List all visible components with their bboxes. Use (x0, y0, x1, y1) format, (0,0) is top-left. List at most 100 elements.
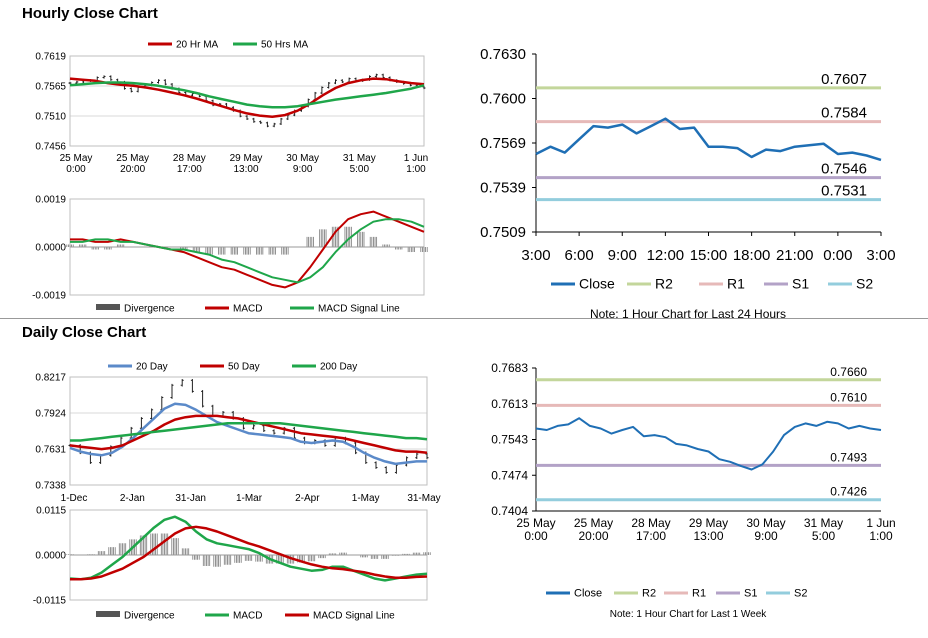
chart-note: Note: 1 Hour Chart for Last 24 Hours (590, 307, 786, 321)
x-tick-label: 28 May 17:00 (631, 516, 670, 543)
y-tick-label: 0.7619 (35, 51, 66, 62)
x-tick-label: 31-Jan (175, 493, 206, 504)
x-tick-label: 1-Mar (236, 493, 263, 504)
x-tick-label: 31 May 5:00 (804, 516, 843, 543)
y-tick-label: 0.7338 (35, 480, 66, 491)
macd-line (69, 515, 428, 582)
legend-label: Close (574, 588, 602, 600)
close-line (535, 117, 882, 162)
y-tick-label: 0.7456 (35, 141, 66, 152)
y-tick-label: 0.0000 (35, 242, 66, 253)
level-s1-label: 0.7546 (821, 161, 867, 178)
level-r2-label: 0.7607 (821, 71, 867, 88)
x-tick-label: 15:00 (690, 247, 728, 264)
x-tick-label: 9:00 (608, 247, 637, 264)
x-tick-label: 1 Jun 1:00 (866, 516, 895, 543)
x-tick-label-line: 28 May (173, 153, 206, 164)
legend-label: Close (579, 276, 615, 292)
x-tick-label: 25 May 20:00 (116, 153, 149, 175)
x-tick-label: 3:00 (866, 247, 895, 264)
x-tick-label-line: 1 Jun (404, 153, 428, 164)
x-tick-label: 30 May 9:00 (746, 516, 785, 543)
hourly-section-title: Hourly Close Chart (22, 5, 158, 22)
x-tick-label-line: 17:00 (177, 164, 202, 175)
level-s2-label: 0.7531 (821, 183, 867, 200)
level-r2-label: 0.7660 (830, 365, 867, 379)
daily-section-title: Daily Close Chart (22, 324, 147, 341)
plot-frame (69, 376, 428, 486)
x-tick-label: 30 May 9:00 (286, 153, 319, 175)
level-s2-label: 0.7426 (830, 485, 867, 499)
x-tick-label: 25 May 20:00 (574, 516, 613, 543)
x-tick-label-line: 28 May (631, 516, 670, 530)
x-tick-label: 1-May (352, 493, 380, 504)
x-tick-label: 28 May 17:00 (173, 153, 206, 175)
x-tick-label-line: 31 May (804, 516, 843, 530)
x-tick-label-line: 9:00 (754, 529, 778, 543)
x-tick-label-line: 29 May (689, 516, 728, 530)
legend-label: 20 Hr MA (176, 39, 219, 50)
y-tick-label: 0.7683 (491, 361, 528, 375)
y-tick-label: 0.7543 (491, 433, 528, 447)
x-tick-label-line: 9:00 (293, 164, 313, 175)
y-tick-label: 0.7474 (491, 468, 528, 482)
y-tick-label: 0.0000 (35, 550, 66, 561)
x-tick-label-line: 13:00 (233, 164, 258, 175)
ma50-line (69, 81, 425, 109)
chart-note: Note: 1 Hour Chart for Last 1 Week (610, 609, 768, 620)
y-tick-label: 0.7510 (35, 111, 66, 122)
x-tick-label: 25 May 0:00 (60, 153, 93, 175)
x-tick-label-line: 30 May (286, 153, 319, 164)
x-tick-label: 1 Jun 1:00 (404, 153, 428, 175)
y-tick-label: 0.7404 (491, 504, 528, 518)
y-tick-label: 0.7565 (35, 81, 66, 92)
y-tick-label: -0.0019 (32, 290, 66, 301)
plot-area (70, 56, 424, 146)
x-tick-label-line: 5:00 (812, 529, 836, 543)
y-tick-label: 0.7631 (35, 444, 66, 455)
y-tick-label: 0.0115 (36, 505, 66, 516)
x-tick-label: 29 May 13:00 (689, 516, 728, 543)
x-tick-label: 18:00 (733, 247, 771, 264)
y-tick-label: 0.7924 (35, 408, 66, 419)
legend-label: S2 (856, 276, 873, 292)
x-tick-label-line: 20:00 (578, 529, 608, 543)
x-tick-label-line: 13:00 (693, 529, 723, 543)
x-tick-label-line: 31 May (343, 153, 376, 164)
legend-label: MACD Signal Line (313, 610, 395, 621)
y-tick-label: 0.7509 (480, 224, 526, 241)
y-tick-label: 0.7600 (480, 91, 526, 108)
x-tick-label: 25 May 0:00 (516, 516, 555, 543)
legend-swatch (96, 611, 120, 617)
macd-signal-line (70, 218, 425, 284)
x-tick-label-line: 0:00 (524, 529, 548, 543)
y-tick-label: 0.7569 (480, 135, 526, 152)
x-tick-label: 21:00 (776, 247, 814, 264)
x-tick-label-line: 17:00 (636, 529, 666, 543)
x-tick-label: 3:00 (521, 247, 550, 264)
legend-label: 20 Day (136, 361, 168, 372)
y-tick-label: 0.7613 (491, 397, 528, 411)
legend-label: MACD (233, 303, 262, 314)
y-tick-label: 0.7539 (480, 180, 526, 197)
section-divider (0, 318, 928, 319)
x-tick-label-line: 29 May (230, 153, 263, 164)
x-tick-label: 29 May 13:00 (230, 153, 263, 175)
legend-label: S2 (794, 588, 807, 600)
x-tick-label: 2-Jan (120, 493, 145, 504)
x-tick-label: 2-Apr (295, 493, 320, 504)
x-tick-label: 0:00 (823, 247, 852, 264)
legend-label: S1 (792, 276, 809, 292)
ma50-day-line (69, 414, 428, 455)
level-r1-label: 0.7584 (821, 105, 867, 122)
legend-label: R2 (655, 276, 673, 292)
legend-label: Divergence (124, 610, 175, 621)
legend-label: R1 (692, 588, 706, 600)
x-tick-label-line: 30 May (746, 516, 785, 530)
x-tick-label-line: 1 Jun (866, 516, 895, 530)
x-tick-label-line: 25 May (116, 153, 149, 164)
plot-frame (69, 55, 425, 147)
x-tick-label: 6:00 (565, 247, 594, 264)
y-tick-label: 0.0019 (35, 194, 66, 205)
x-tick-label-line: 1:00 (406, 164, 426, 175)
